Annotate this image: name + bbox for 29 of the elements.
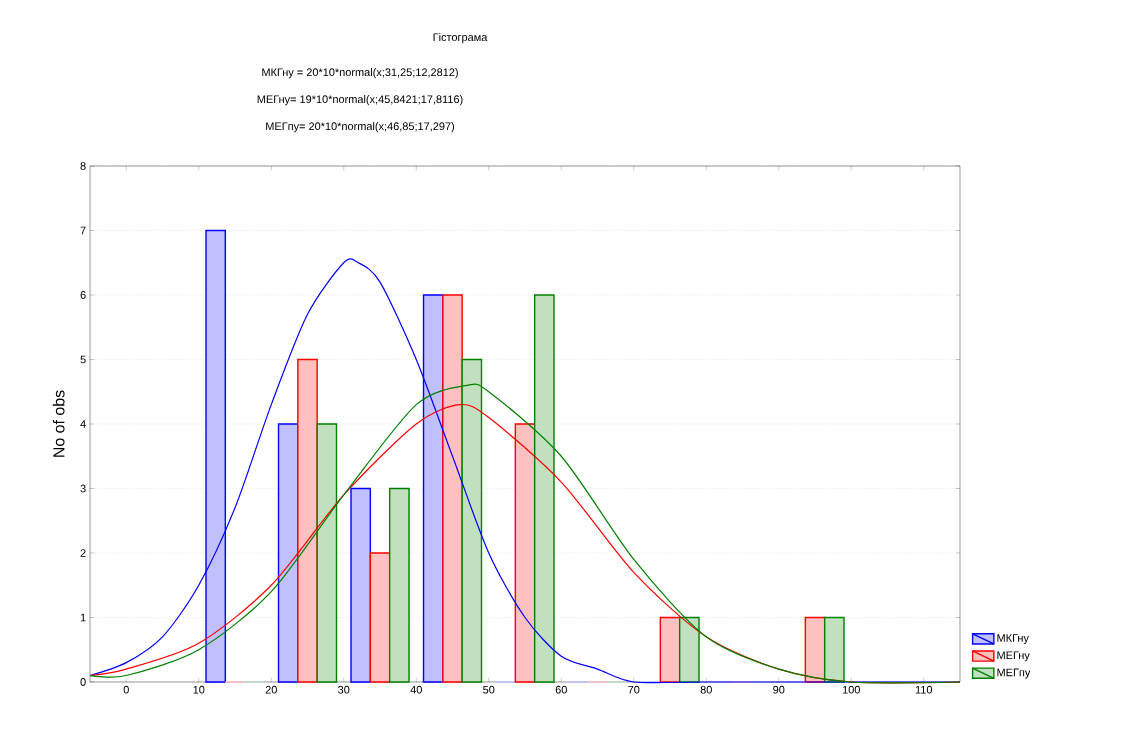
x-tick-label: 100 [842, 685, 860, 694]
x-tick-label: 10 [193, 685, 205, 694]
y-tick-label: 7 [80, 226, 86, 235]
y-tick-label: 2 [80, 549, 86, 557]
y-tick-label: 4 [80, 420, 86, 428]
y-tick-label: 1 [80, 613, 86, 622]
text: МКГну = 20*10*normal(x;31,25;12,2812) [262, 68, 458, 79]
y-tick-label: 0 [80, 678, 86, 686]
y-tick-label: 3 [80, 484, 86, 493]
x-tick-label: 30 [338, 685, 350, 694]
legend-label: МКГну [997, 634, 1029, 645]
x-tick-label: 60 [555, 685, 567, 694]
x-tick-label: 70 [628, 685, 640, 694]
chart-title: Гістограма [433, 33, 488, 44]
x-tick-label: 90 [773, 685, 785, 694]
text: МЕГпу= 20*10*normal(x;46,85;17,297) [266, 122, 455, 133]
x-tick-label: 80 [700, 685, 712, 694]
x-tick-label: 20 [265, 685, 277, 694]
y-tick-label: 5 [80, 355, 86, 364]
legend-label: МЕГну [997, 651, 1030, 662]
y-tick-label: 8 [80, 162, 86, 170]
legend-label: МЕГпу [997, 668, 1031, 679]
y-tick-label: 6 [80, 291, 86, 299]
y-axis-title: No of obs [52, 390, 65, 457]
x-tick-label: 110 [915, 685, 933, 694]
x-tick-label: 0 [123, 685, 129, 694]
x-tick-label: 40 [410, 685, 422, 694]
text: МЕГну= 19*10*normal(x;45,8421;17,8116) [257, 95, 463, 106]
x-tick-label: 50 [483, 685, 495, 694]
